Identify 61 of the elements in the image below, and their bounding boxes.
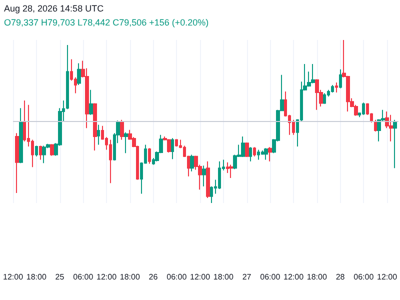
candlestick [374, 119, 377, 132]
candlestick [190, 154, 194, 172]
candlestick [264, 148, 268, 160]
candlestick [206, 160, 210, 198]
x-tick-label: 18:00 [120, 272, 140, 282]
candlestick [245, 142, 249, 158]
candlestick [171, 138, 174, 160]
candlestick [323, 92, 326, 104]
candlestick [292, 119, 295, 136]
candlestick [39, 145, 42, 160]
candlestick [66, 44, 69, 110]
candlestick [226, 162, 229, 174]
candlestick [268, 146, 272, 162]
x-tick-label: 12:00 [377, 272, 398, 282]
candlestick [175, 138, 178, 147]
x-tick-label: 18:00 [26, 272, 47, 282]
x-tick-label: 06:00 [73, 272, 94, 282]
candlestick [77, 62, 81, 86]
candlestick [362, 102, 365, 116]
candlestick [93, 102, 97, 152]
x-tick-label: 12:00 [96, 272, 118, 282]
x-tick-label: 06:00 [260, 272, 281, 282]
candlestick [148, 148, 151, 164]
candlestick [389, 114, 393, 142]
candlestick [229, 164, 233, 179]
text: Aug 28, 2026 14:58 UTC [4, 4, 104, 14]
x-tick-label: 25 [55, 272, 65, 282]
candlestick [253, 146, 256, 157]
x-tick-label: 18:00 [306, 272, 328, 282]
x-tick-label: 27 [242, 272, 252, 282]
candlestick [50, 144, 54, 156]
candlestick [249, 146, 252, 162]
x-tick-label: 06:00 [354, 272, 374, 282]
candlestick [35, 145, 38, 157]
x-tick-label: 26 [148, 272, 158, 282]
candlestick [89, 89, 93, 116]
candlestick [167, 138, 171, 153]
text: O79,337 H79,703 L78,442 C79,506 +156 (+0.20%) [4, 18, 209, 28]
candlestick [124, 132, 128, 154]
candlestick [315, 78, 319, 110]
candlestick [335, 82, 338, 93]
candlestick [393, 119, 397, 169]
x-tick-label: 28 [336, 272, 346, 282]
candlestick [257, 149, 260, 160]
candlestick [15, 132, 19, 194]
candlestick [109, 139, 112, 184]
candlestick [202, 165, 206, 187]
candlestick [241, 136, 245, 158]
x-tick-label: 12:00 [284, 272, 304, 282]
candlestick [42, 145, 46, 164]
candlestick [218, 160, 221, 190]
candlestick [331, 84, 334, 93]
candlestick [97, 124, 100, 146]
x-tick-label: 18:00 [213, 272, 234, 282]
x-tick-label: 06:00 [166, 272, 188, 282]
candlestick [120, 119, 124, 140]
x-tick-label: 12:00 [2, 272, 24, 282]
candlestick [339, 68, 342, 89]
candlestick [311, 63, 315, 84]
x-tick-label: 12:00 [190, 272, 211, 282]
candlestick [19, 108, 23, 164]
